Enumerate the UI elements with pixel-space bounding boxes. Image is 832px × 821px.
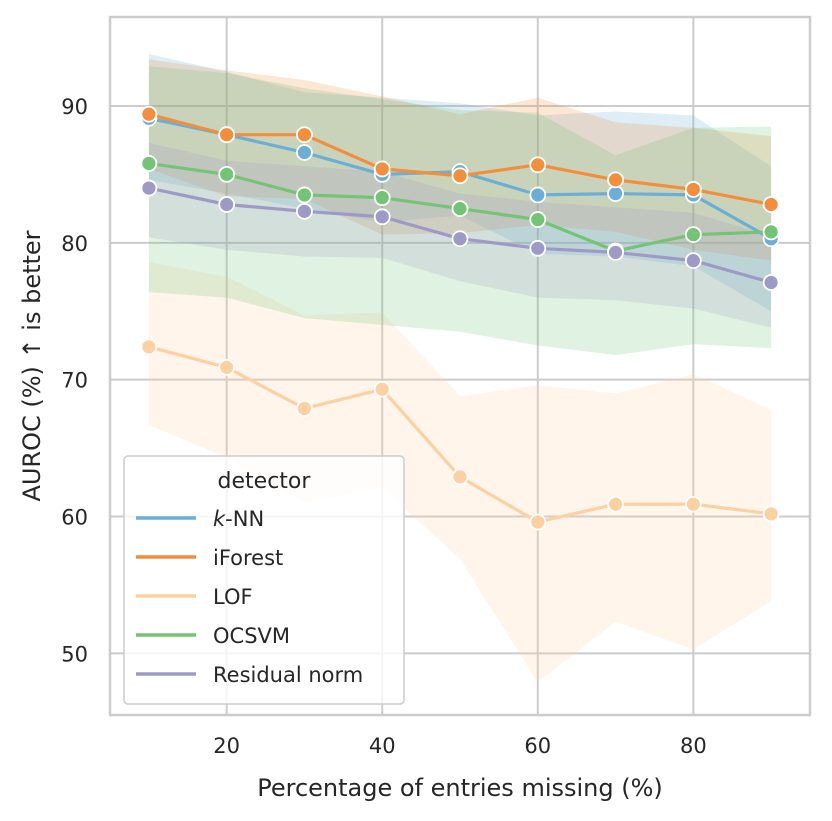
point-residual-norm: [140, 179, 158, 197]
x-tick-label: 60: [524, 734, 551, 758]
point-ocsvm: [529, 211, 547, 228]
y-tick-label: 80: [61, 232, 88, 256]
legend-label-residual-norm: Residual norm: [213, 663, 363, 687]
y-tick-label: 50: [61, 642, 88, 666]
point-k-nn: [296, 144, 313, 161]
legend-label-rest-part: -NN: [225, 507, 264, 531]
point-iforest: [218, 126, 236, 144]
point-residual-norm: [684, 252, 702, 270]
legend-label-ocsvm: OCSVM: [213, 624, 290, 648]
y-tick-label: 60: [61, 506, 88, 530]
point-residual-norm: [762, 274, 780, 291]
legend-items: k-NN iForest LOF OCSVM Residual norm: [136, 507, 363, 687]
point-ocsvm: [762, 223, 780, 241]
point-ocsvm: [296, 186, 313, 204]
x-axis-label: Percentage of entries missing (%): [257, 774, 663, 802]
x-tick-label: 40: [369, 734, 396, 758]
point-iforest: [762, 196, 780, 213]
point-ocsvm: [373, 189, 391, 207]
legend-label-iforest: iForest: [213, 546, 283, 570]
point-k-nn: [607, 185, 624, 202]
y-tick-label: 90: [61, 95, 88, 119]
y-tick-label: 70: [61, 369, 88, 393]
point-lof: [140, 338, 158, 356]
series-markers: [140, 105, 780, 531]
point-iforest: [373, 160, 391, 178]
point-residual-norm: [451, 230, 469, 248]
point-residual-norm: [373, 208, 391, 226]
point-lof: [762, 505, 780, 523]
legend-label-lof: LOF: [213, 585, 253, 609]
point-ocsvm: [451, 200, 469, 218]
x-tick-label: 80: [680, 734, 707, 758]
point-residual-norm: [218, 196, 236, 213]
legend-title: detector: [218, 469, 312, 494]
point-residual-norm: [607, 244, 624, 261]
x-tick-label: 20: [213, 734, 240, 758]
legend-label-k-nn: k-NN: [213, 507, 264, 531]
point-iforest: [684, 181, 702, 198]
point-lof: [451, 468, 469, 486]
point-residual-norm: [296, 202, 313, 220]
y-axis-label: AUROC (%) ↑ is better: [18, 230, 46, 501]
point-lof: [296, 400, 313, 417]
point-lof: [607, 495, 624, 513]
point-k-nn: [529, 186, 547, 204]
point-ocsvm: [684, 226, 702, 244]
point-ocsvm: [140, 155, 158, 172]
point-iforest: [296, 126, 313, 144]
point-lof: [529, 513, 547, 531]
legend-label-italic-part: k: [213, 507, 226, 531]
point-lof: [373, 380, 391, 398]
x-tick-labels: 20 40 60 80: [213, 734, 706, 758]
point-residual-norm: [529, 239, 547, 257]
point-ocsvm: [218, 165, 236, 183]
legend: detector k-NN iForest LOF OCSVM Residual nor…: [123, 455, 405, 705]
band-iforest: [148, 59, 772, 261]
point-iforest: [529, 156, 547, 174]
point-iforest: [607, 171, 624, 189]
point-iforest: [451, 167, 469, 185]
point-iforest: [140, 105, 158, 123]
point-lof: [684, 495, 702, 513]
plot-frame: [108, 15, 812, 717]
y-tick-labels: 50 60 70 80 90: [61, 95, 88, 666]
point-lof: [218, 358, 236, 376]
